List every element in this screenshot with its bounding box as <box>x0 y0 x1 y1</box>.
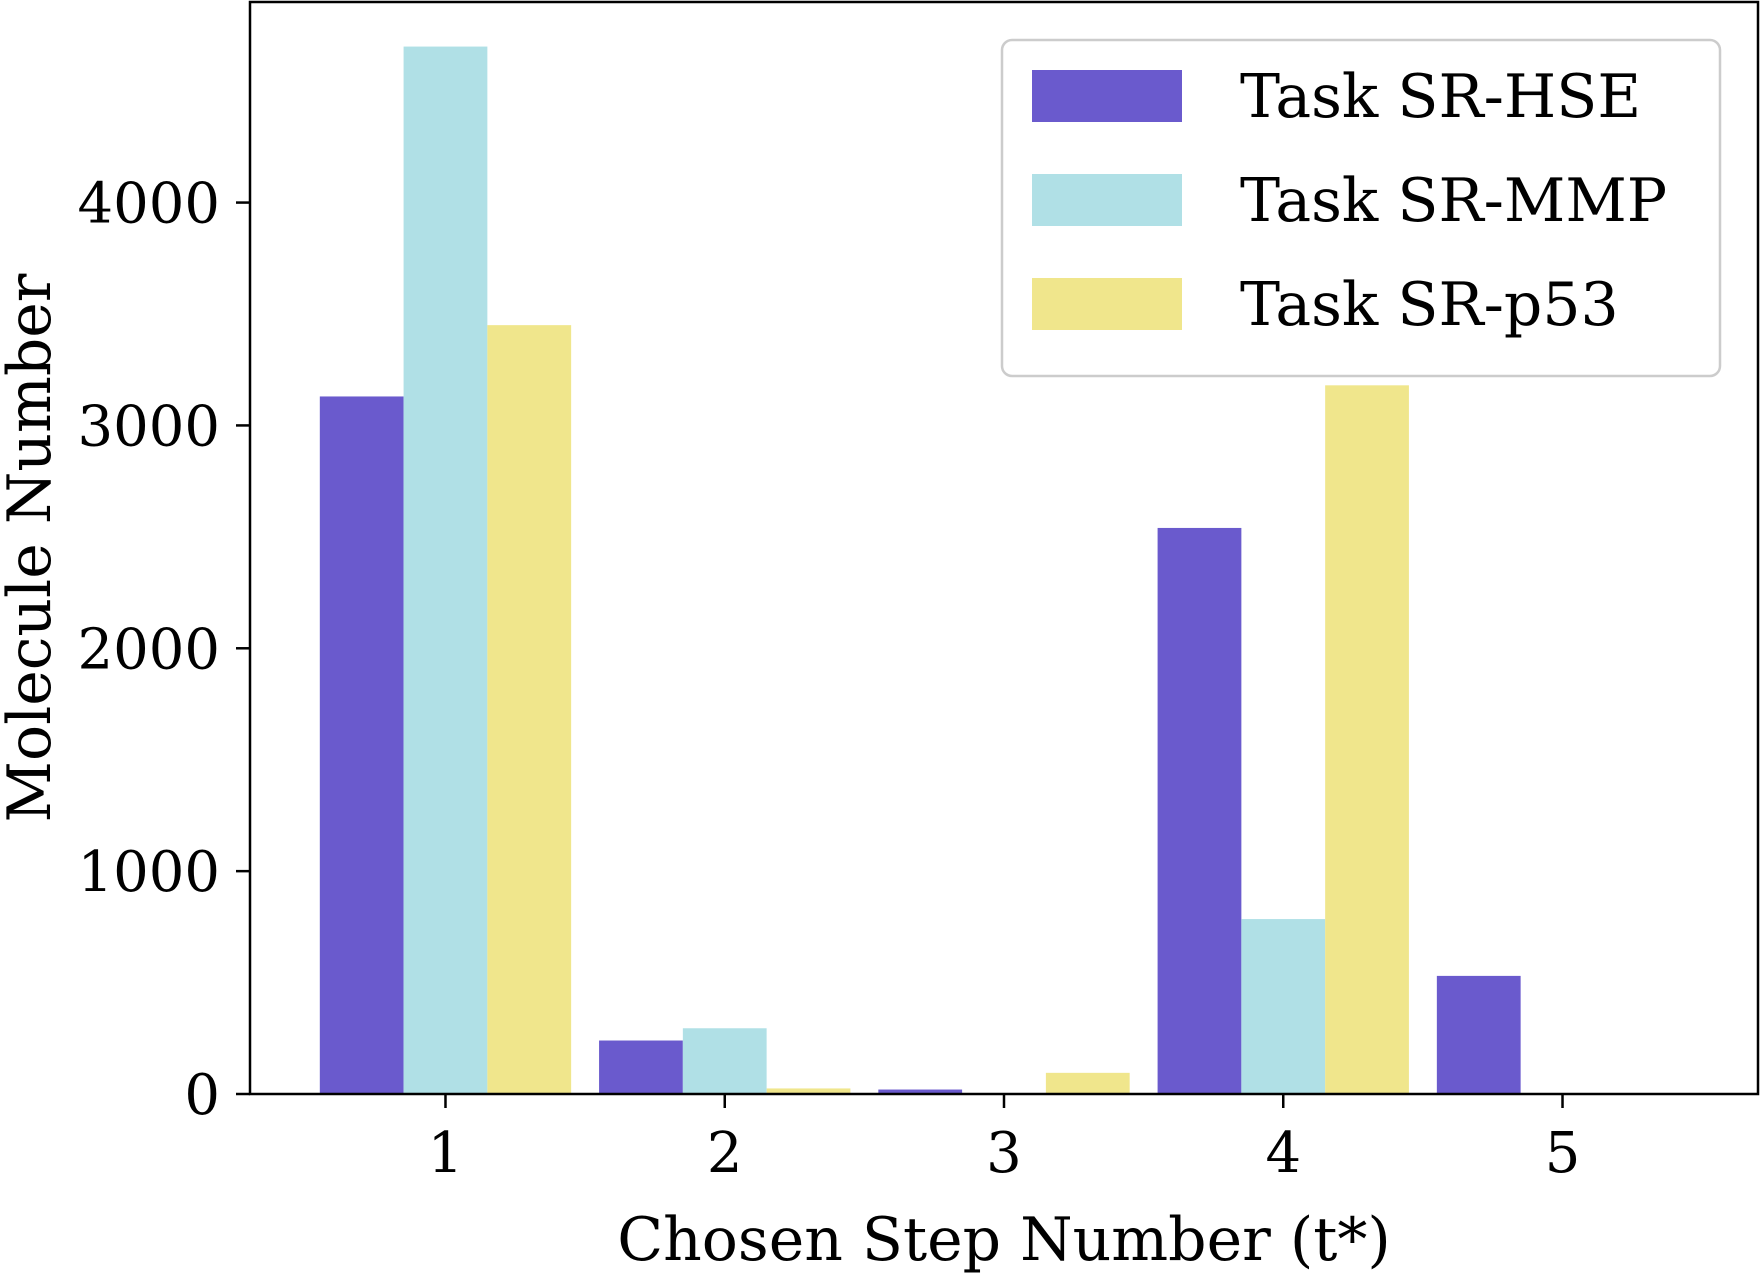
legend-label-series2: Task SR-MMP <box>1240 166 1667 236</box>
bar-series3-cat3 <box>1045 1072 1130 1094</box>
legend-swatch-series2 <box>1032 174 1182 226</box>
bar-series1-cat1 <box>319 396 404 1095</box>
bar-series3-cat4 <box>1325 385 1409 1094</box>
y-tick-label: 2000 <box>77 617 220 682</box>
bar-series2-cat1 <box>403 46 488 1095</box>
y-tick-label: 3000 <box>77 394 220 459</box>
legend-label-series1: Task SR-HSE <box>1240 62 1641 132</box>
legend-label-series3: Task SR-p53 <box>1240 270 1619 340</box>
bar-series1-cat3 <box>878 1089 963 1094</box>
bar-series1-cat2 <box>599 1040 683 1094</box>
x-axis-ticks: 1 2 3 4 5 <box>428 1094 1581 1186</box>
x-tick-label: 1 <box>428 1121 464 1186</box>
bar-series2-cat2 <box>682 1028 767 1094</box>
x-tick-label: 5 <box>1545 1121 1581 1186</box>
legend: Task SR-HSE Task SR-MMP Task SR-p53 <box>1000 38 1722 378</box>
bar-series3-cat1 <box>487 325 572 1094</box>
bar-series1-cat4 <box>1157 527 1242 1094</box>
y-tick-label: 0 <box>184 1063 220 1128</box>
y-axis-label: Molecule Number <box>0 273 65 822</box>
x-tick-label: 2 <box>707 1121 743 1186</box>
y-axis-ticks: 0 1000 2000 3000 4000 <box>77 172 250 1128</box>
bars-group <box>319 46 1521 1095</box>
bar-series3-cat2 <box>766 1088 851 1094</box>
legend-swatch-series3 <box>1032 278 1182 330</box>
bar-series1-cat5 <box>1436 975 1521 1094</box>
x-axis-label: Chosen Step Number (t*) <box>617 1205 1391 1275</box>
y-tick-label: 4000 <box>77 172 220 237</box>
legend-swatch-series1 <box>1032 70 1182 122</box>
x-tick-label: 4 <box>1265 1121 1301 1186</box>
x-tick-label: 3 <box>986 1121 1022 1186</box>
bar-series2-cat4 <box>1241 919 1326 1094</box>
y-tick-label: 1000 <box>77 840 220 905</box>
